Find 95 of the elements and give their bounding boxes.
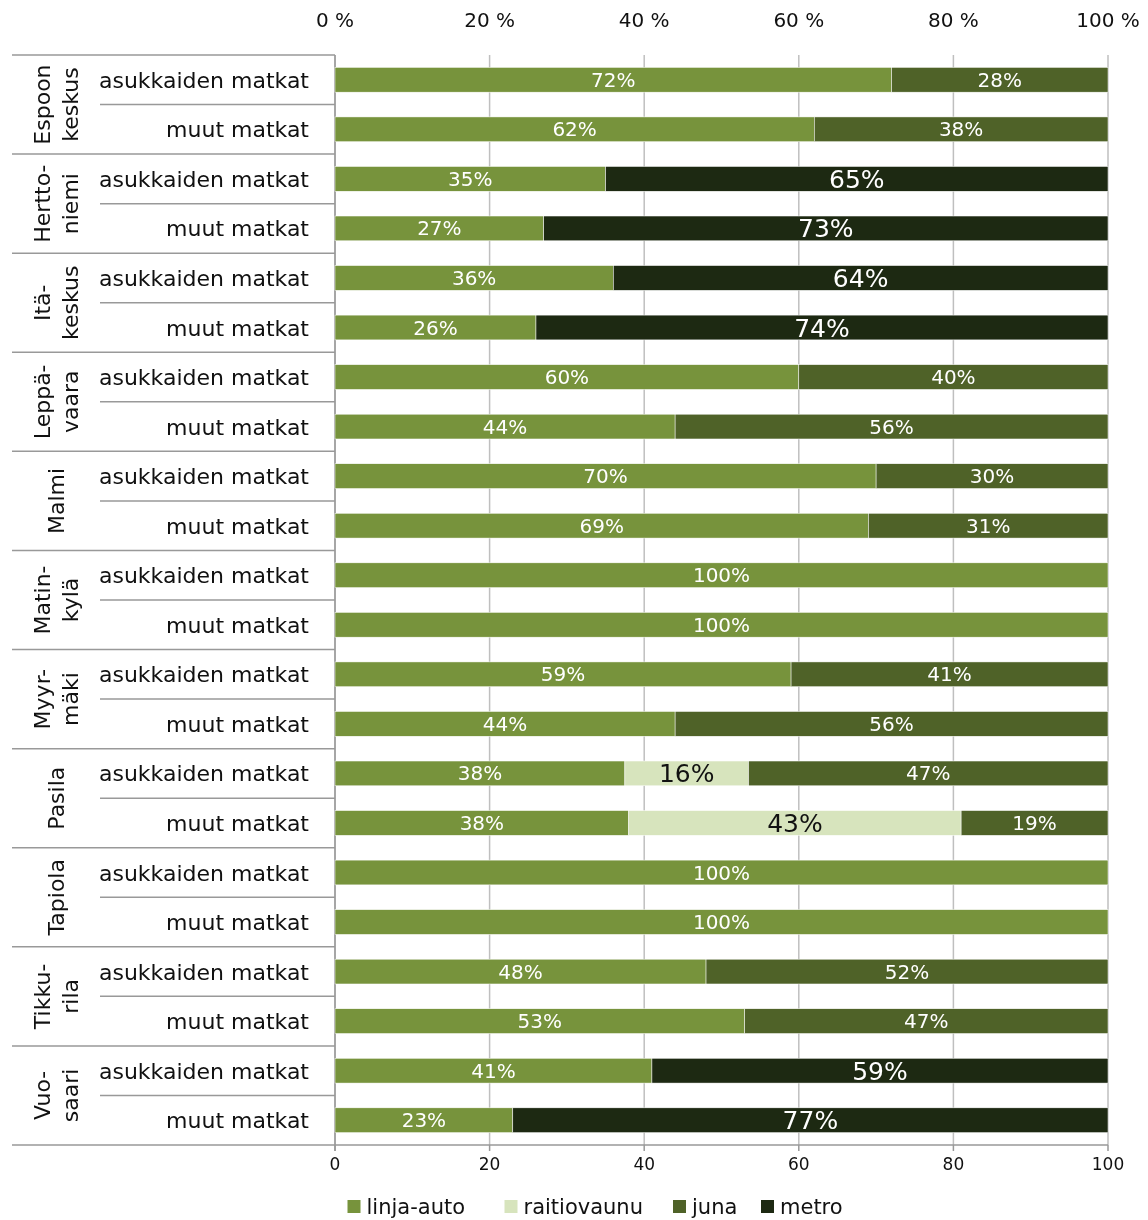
y-tick-label: asukkaiden matkat bbox=[98, 959, 310, 985]
data-label: 38% bbox=[459, 810, 505, 835]
text: Vuo- saari bbox=[30, 1068, 83, 1123]
x2-tick-label: 20 % bbox=[464, 8, 516, 32]
y-tick-label: muut matkat bbox=[166, 711, 310, 737]
y-tick-label: asukkaiden matkat bbox=[98, 662, 310, 688]
data-label: 16% bbox=[658, 759, 715, 789]
x-tick-label: 100 bbox=[1091, 1154, 1125, 1174]
bar bbox=[334, 612, 1109, 638]
data-label: 35% bbox=[448, 166, 493, 191]
x2-tick-label: 80 % bbox=[927, 8, 979, 32]
data-label: 69% bbox=[579, 513, 624, 538]
y-tick-label: asukkaiden matkat bbox=[98, 67, 310, 93]
legend-label: raitiovaunu bbox=[523, 1195, 643, 1219]
data-label: 62% bbox=[552, 117, 597, 142]
y-tick-label: muut matkat bbox=[166, 414, 310, 440]
data-label: 26% bbox=[413, 315, 458, 340]
data-label: 56% bbox=[869, 711, 914, 736]
x2-tick-label: 40 % bbox=[618, 8, 670, 32]
y-tick-label: muut matkat bbox=[166, 315, 310, 341]
y-tick-label: asukkaiden matkat bbox=[98, 860, 310, 886]
x-tick-label: 0 bbox=[329, 1154, 341, 1174]
x2-tick-label: 0 % bbox=[315, 8, 355, 32]
data-label: 30% bbox=[969, 464, 1015, 489]
y-tick-label: muut matkat bbox=[166, 513, 310, 539]
data-label: 38% bbox=[457, 761, 503, 786]
text: Leppä- vaara bbox=[30, 364, 83, 440]
data-label: 73% bbox=[798, 214, 854, 244]
data-label: 41% bbox=[471, 1058, 516, 1083]
y-tick-label: asukkaiden matkat bbox=[98, 1058, 310, 1084]
data-label: 36% bbox=[451, 265, 497, 290]
data-label: 44% bbox=[482, 711, 528, 736]
data-label: 100% bbox=[692, 612, 751, 637]
x-tick-label: 20 bbox=[478, 1154, 501, 1174]
data-label: 19% bbox=[1012, 810, 1057, 835]
legend-label: linja-auto bbox=[366, 1195, 466, 1219]
text: Espoon keskus bbox=[30, 64, 83, 145]
text: Itä- keskus bbox=[30, 265, 83, 340]
data-label: 100% bbox=[692, 860, 751, 885]
data-label: 41% bbox=[927, 662, 972, 687]
y-tick-label: muut matkat bbox=[166, 612, 310, 638]
data-label: 59% bbox=[540, 662, 586, 687]
data-label: 53% bbox=[517, 1009, 563, 1034]
data-label: 31% bbox=[965, 513, 1011, 538]
data-label: 47% bbox=[906, 761, 951, 786]
y-tick-label: muut matkat bbox=[166, 1009, 310, 1035]
data-label: 70% bbox=[583, 464, 628, 489]
y-tick-label: asukkaiden matkat bbox=[98, 464, 310, 490]
bar bbox=[334, 859, 1109, 886]
text: Hertto- niemi bbox=[30, 164, 83, 243]
data-label: 60% bbox=[544, 365, 590, 390]
text: Malmi bbox=[44, 467, 69, 534]
x2-tick-label: 100 % bbox=[1076, 8, 1140, 32]
text: Pasila bbox=[44, 766, 69, 830]
data-label: 44% bbox=[482, 414, 528, 439]
x-tick-label: 80 bbox=[942, 1154, 965, 1174]
data-label: 56% bbox=[869, 414, 914, 439]
data-label: 65% bbox=[828, 164, 885, 194]
data-label: 100% bbox=[692, 910, 751, 935]
data-label: 28% bbox=[977, 67, 1023, 92]
legend-label: juna bbox=[691, 1195, 738, 1219]
y-tick-label: asukkaiden matkat bbox=[98, 761, 310, 787]
data-label: 43% bbox=[767, 808, 823, 838]
text: Myyr- mäki bbox=[30, 668, 83, 730]
x-tick-label: 60 bbox=[787, 1154, 810, 1174]
y-tick-label: muut matkat bbox=[166, 216, 310, 242]
data-label: 59% bbox=[852, 1056, 908, 1086]
data-label: 72% bbox=[591, 67, 636, 92]
data-label: 40% bbox=[931, 365, 976, 390]
data-label: 23% bbox=[401, 1108, 447, 1133]
data-label: 64% bbox=[832, 263, 889, 293]
data-label: 27% bbox=[417, 216, 462, 241]
x-tick-label: 40 bbox=[633, 1154, 656, 1174]
data-label: 38% bbox=[938, 117, 984, 142]
y-tick-label: asukkaiden matkat bbox=[98, 265, 310, 291]
text: Tapiola bbox=[44, 859, 69, 937]
bar bbox=[334, 562, 1109, 588]
data-label: 74% bbox=[794, 313, 850, 343]
bar bbox=[334, 909, 1109, 935]
x2-tick-label: 60 % bbox=[773, 8, 825, 32]
data-label: 77% bbox=[782, 1106, 839, 1136]
y-tick-label: muut matkat bbox=[166, 117, 310, 143]
text: Tikku- rila bbox=[30, 963, 83, 1031]
data-label: 47% bbox=[904, 1009, 949, 1034]
legend-label: metro bbox=[780, 1195, 843, 1219]
y-tick-label: asukkaiden matkat bbox=[98, 365, 310, 391]
data-label: 52% bbox=[884, 959, 930, 984]
y-tick-label: muut matkat bbox=[166, 1108, 310, 1134]
y-tick-label: asukkaiden matkat bbox=[98, 166, 310, 192]
y-tick-label: muut matkat bbox=[166, 810, 310, 836]
data-label: 100% bbox=[692, 563, 751, 588]
text: Matin- kylä bbox=[30, 565, 83, 635]
y-tick-label: asukkaiden matkat bbox=[98, 563, 310, 589]
data-label: 48% bbox=[498, 959, 543, 984]
y-tick-label: muut matkat bbox=[166, 910, 310, 936]
